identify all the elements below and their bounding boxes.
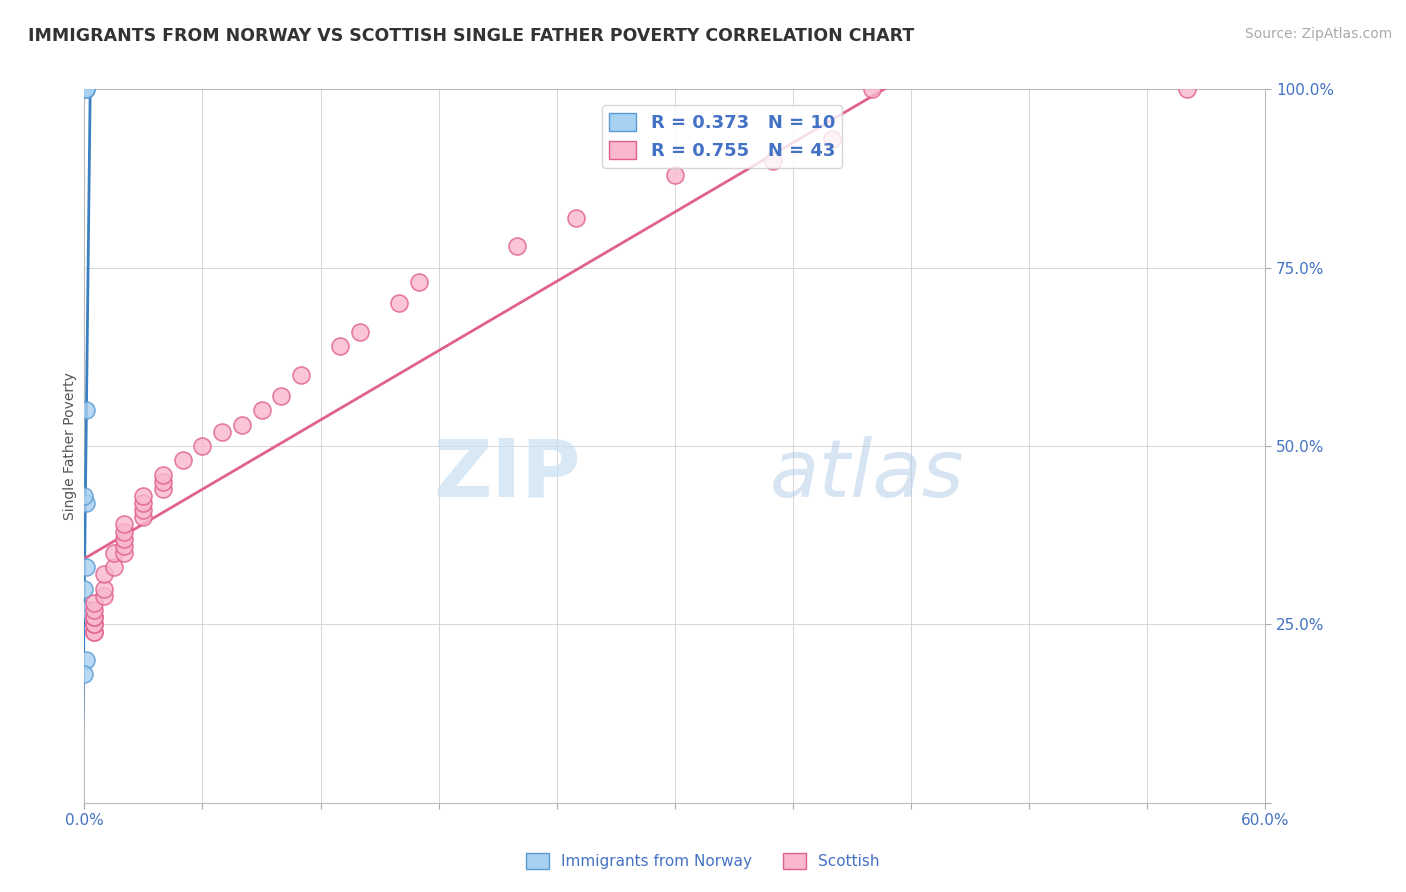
Point [112,532,135,546]
Point [73,489,96,503]
Point [388,296,411,310]
Point [103,546,125,560]
Point [73,582,96,596]
Point [231,417,253,432]
Point [93,589,115,603]
Point [172,453,194,467]
Y-axis label: Single Father Poverty: Single Father Poverty [63,372,77,520]
Point [132,489,155,503]
Point [112,524,135,539]
Point [75,82,97,96]
Point [191,439,214,453]
Point [83,603,105,617]
Point [821,132,844,146]
Point [664,168,686,182]
Point [83,596,105,610]
Point [329,339,352,353]
Point [152,467,174,482]
Point [73,667,96,681]
Text: ZIP: ZIP [433,435,581,514]
Point [75,403,97,417]
Point [270,389,292,403]
Point [152,482,174,496]
Point [83,610,105,624]
Point [132,496,155,510]
Point [75,653,97,667]
Point [83,624,105,639]
Point [75,496,97,510]
Text: IMMIGRANTS FROM NORWAY VS SCOTTISH SINGLE FATHER POVERTY CORRELATION CHART: IMMIGRANTS FROM NORWAY VS SCOTTISH SINGL… [28,27,914,45]
Point [83,617,105,632]
Point [103,560,125,574]
Point [565,211,588,225]
Point [349,325,371,339]
Point [75,560,97,574]
Point [83,624,105,639]
Point [290,368,312,382]
Point [75,82,97,96]
Text: atlas: atlas [769,435,965,514]
Point [132,503,155,517]
Text: Source: ZipAtlas.com: Source: ZipAtlas.com [1244,27,1392,41]
Legend: Immigrants from Norway, Scottish: Immigrants from Norway, Scottish [520,847,886,875]
Point [112,539,135,553]
Point [112,517,135,532]
Point [75,603,97,617]
Point [112,546,135,560]
Point [1175,82,1198,96]
Point [83,617,105,632]
Legend: R = 0.373   N = 10, R = 0.755   N = 43: R = 0.373 N = 10, R = 0.755 N = 43 [602,105,842,168]
Point [152,475,174,489]
Point [408,275,430,289]
Point [250,403,273,417]
Point [93,567,115,582]
Point [132,510,155,524]
Point [93,582,115,596]
Point [860,82,883,96]
Point [83,610,105,624]
Point [762,153,785,168]
Point [506,239,529,253]
Point [211,425,233,439]
